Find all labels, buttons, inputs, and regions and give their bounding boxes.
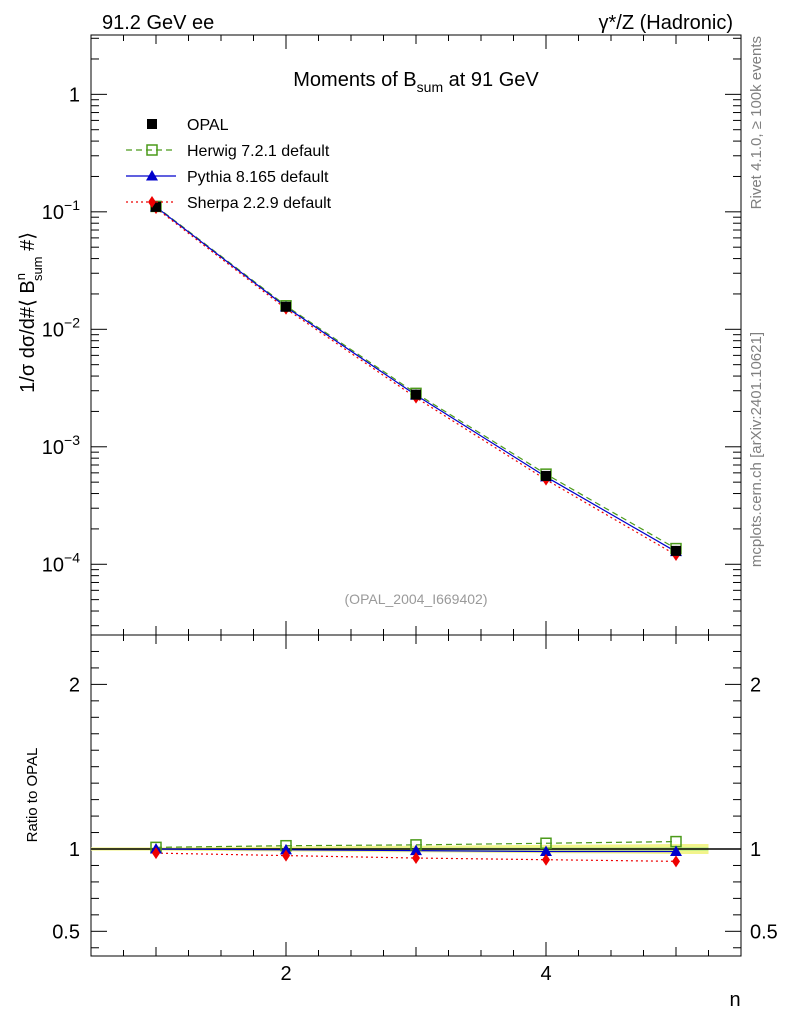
main-y-tick-label: 10−1 bbox=[42, 197, 80, 224]
x-tick-label: 4 bbox=[540, 963, 551, 985]
y-axis-label-sub: sum bbox=[30, 256, 45, 281]
ratio-frame bbox=[90, 634, 742, 957]
chart-title: Moments of Bsum at 91 GeV bbox=[293, 69, 539, 95]
main-y-tick-label: 10−4 bbox=[42, 549, 80, 576]
legend-marker bbox=[148, 196, 156, 208]
legend-entry: Herwig 7.2.1 default bbox=[187, 143, 330, 160]
legend-entry: OPAL bbox=[187, 117, 229, 134]
main-y-tick-label: 1 bbox=[69, 84, 80, 106]
main-series bbox=[150, 200, 682, 561]
legend-entry: Pythia 8.165 default bbox=[187, 169, 329, 186]
data-point bbox=[541, 470, 551, 481]
y-axis-label-sup: n bbox=[13, 273, 28, 280]
ratio-point bbox=[542, 853, 550, 866]
mcplots-label: mcplots.cern.ch [arXiv:2401.10621] bbox=[748, 332, 765, 567]
watermark: (OPAL_2004_I669402) bbox=[345, 591, 488, 607]
y-axis-label-prefix: 1/σ dσ/d#⟨ B bbox=[17, 280, 39, 393]
ratio-point bbox=[282, 849, 290, 862]
legend-marker bbox=[146, 144, 158, 156]
ratio-y-tick-label: 0.5 bbox=[52, 921, 80, 943]
ratio-y-tick-label: 1 bbox=[69, 839, 80, 861]
ratio-y-tick-label-right: 0.5 bbox=[750, 921, 778, 943]
ratio-point bbox=[540, 845, 552, 856]
legend-marker bbox=[146, 170, 158, 181]
main-y-tick-label: 10−2 bbox=[42, 314, 80, 341]
main-axis-ticks: 1 10−1 10−2 10−3 10−4 bbox=[42, 35, 742, 635]
x-axis-label: n bbox=[729, 989, 740, 1011]
y-axis-label: 1/σ dσ/d#⟨ Bn sum #⟩ bbox=[13, 232, 45, 393]
main-panel: 110−110−210−310−4 Moments of Bsum at 91 … bbox=[13, 34, 742, 636]
ratio-point bbox=[152, 847, 160, 860]
chart-title-main: Moments of B bbox=[293, 69, 416, 91]
ratio-point bbox=[672, 855, 680, 868]
ratio-point bbox=[670, 845, 682, 856]
ratio-y-tick-label-right: 2 bbox=[750, 674, 761, 696]
legend-entry: Sherpa 2.2.9 default bbox=[187, 195, 332, 212]
chart-title-sub: sum bbox=[417, 79, 443, 95]
series-line bbox=[155, 205, 677, 550]
ratio-axis-ticks: 0.5 0.5 1 1 2 2 2 4 bbox=[52, 634, 778, 985]
data-point bbox=[151, 201, 161, 212]
ratio-point bbox=[410, 844, 422, 856]
data-point bbox=[281, 301, 291, 312]
ratio-panel: 0.5 0.5 1 1 2 2 2 4 Ratio to OPAL bbox=[24, 634, 778, 985]
ratio-y-label: Ratio to OPAL bbox=[24, 748, 41, 843]
y-axis-label-suffix: #⟩ bbox=[17, 232, 39, 256]
main-y-tick-label: 10−3 bbox=[42, 432, 80, 459]
ratio-point bbox=[280, 843, 292, 855]
data-point bbox=[411, 389, 421, 400]
chart-title-tail: at 91 GeV bbox=[443, 69, 539, 91]
header-left: 91.2 GeV ee bbox=[102, 12, 214, 34]
legend-marker bbox=[147, 119, 157, 129]
rivet-label: Rivet 4.1.0, ≥ 100k events bbox=[748, 36, 765, 209]
ratio-series bbox=[91, 835, 741, 868]
series-line bbox=[155, 206, 677, 553]
ratio-y-tick-label-right: 1 bbox=[750, 839, 761, 861]
header-right: γ*/Z (Hadronic) bbox=[599, 12, 733, 34]
legend: OPAL Herwig 7.2.1 default Pythia 8.165 def… bbox=[126, 117, 332, 212]
ratio-point bbox=[412, 852, 420, 865]
x-tick-label: 2 bbox=[280, 963, 291, 985]
ratio-y-tick-label: 2 bbox=[69, 674, 80, 696]
series-line bbox=[155, 207, 677, 556]
data-point bbox=[671, 545, 681, 556]
